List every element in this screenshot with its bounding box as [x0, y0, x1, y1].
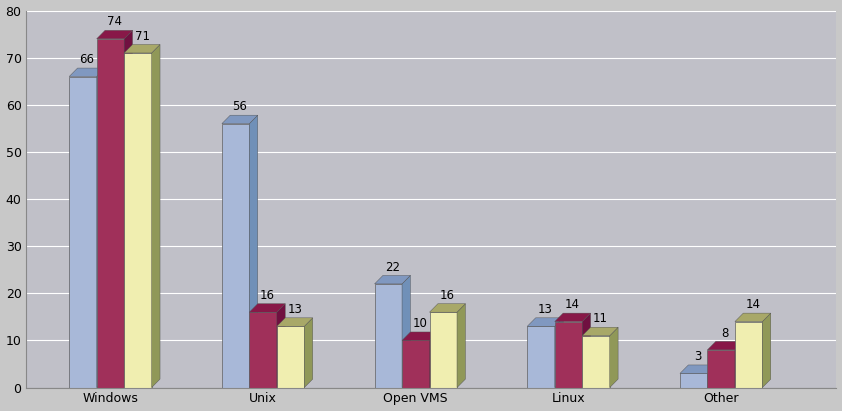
Text: 71: 71	[135, 30, 150, 43]
Polygon shape	[124, 30, 132, 388]
Polygon shape	[97, 30, 132, 39]
Polygon shape	[457, 304, 466, 388]
Text: 22: 22	[385, 261, 400, 274]
Polygon shape	[527, 318, 563, 326]
Polygon shape	[429, 304, 466, 312]
Bar	[124, 53, 152, 388]
Text: 3: 3	[694, 350, 701, 363]
Bar	[249, 312, 277, 388]
Bar	[69, 76, 97, 388]
Polygon shape	[680, 365, 716, 374]
Polygon shape	[221, 115, 258, 124]
Bar	[97, 39, 124, 388]
Bar	[582, 336, 610, 388]
Polygon shape	[277, 304, 285, 388]
Text: 11: 11	[593, 312, 608, 326]
Polygon shape	[707, 342, 743, 350]
Text: 14: 14	[745, 298, 760, 311]
Bar	[527, 326, 555, 388]
Bar	[735, 321, 762, 388]
Text: 66: 66	[80, 53, 94, 66]
Text: 56: 56	[232, 100, 248, 113]
Text: 74: 74	[107, 16, 122, 28]
Polygon shape	[582, 327, 618, 336]
Bar	[221, 124, 249, 388]
Polygon shape	[152, 44, 160, 388]
Polygon shape	[707, 365, 716, 388]
Bar	[277, 326, 304, 388]
Text: 13: 13	[538, 303, 552, 316]
Polygon shape	[97, 68, 105, 388]
Polygon shape	[69, 68, 105, 76]
Polygon shape	[582, 313, 590, 388]
Text: 16: 16	[440, 289, 455, 302]
Polygon shape	[277, 318, 312, 326]
Polygon shape	[610, 327, 618, 388]
Polygon shape	[555, 318, 563, 388]
Text: 13: 13	[287, 303, 302, 316]
Polygon shape	[735, 342, 743, 388]
Polygon shape	[249, 115, 258, 388]
Bar	[555, 321, 582, 388]
Polygon shape	[735, 313, 770, 321]
Text: 10: 10	[413, 317, 428, 330]
Polygon shape	[375, 275, 410, 284]
Polygon shape	[402, 332, 438, 340]
Polygon shape	[249, 304, 285, 312]
Text: 8: 8	[722, 326, 729, 339]
Bar	[402, 340, 429, 388]
Bar	[680, 374, 707, 388]
Polygon shape	[555, 313, 590, 321]
Text: 14: 14	[565, 298, 580, 311]
Polygon shape	[429, 332, 438, 388]
Polygon shape	[304, 318, 312, 388]
Polygon shape	[402, 275, 410, 388]
Text: 16: 16	[260, 289, 274, 302]
Polygon shape	[762, 313, 770, 388]
Bar	[375, 284, 402, 388]
Polygon shape	[124, 44, 160, 53]
Bar	[429, 312, 457, 388]
Bar	[707, 350, 735, 388]
